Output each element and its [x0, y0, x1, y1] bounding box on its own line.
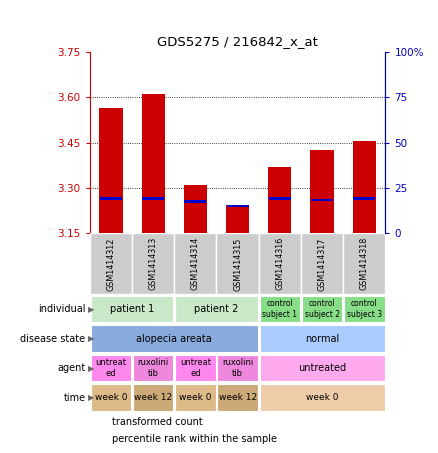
Text: ▶: ▶ — [88, 364, 94, 372]
Text: ▶: ▶ — [88, 393, 94, 402]
Bar — [268, 167, 291, 233]
Text: GSM1414313: GSM1414313 — [148, 237, 158, 290]
Text: GSM1414318: GSM1414318 — [360, 237, 369, 290]
Bar — [175, 384, 215, 411]
Text: patient 1: patient 1 — [110, 304, 154, 314]
Bar — [311, 199, 333, 201]
Bar — [142, 198, 164, 200]
Bar — [184, 200, 206, 203]
Text: ruxolini
tib: ruxolini tib — [222, 358, 253, 378]
Text: GSM1414317: GSM1414317 — [318, 237, 327, 290]
Text: GSM1414312: GSM1414312 — [106, 237, 115, 290]
Text: normal: normal — [305, 333, 339, 344]
Bar — [260, 355, 385, 381]
Text: ▶: ▶ — [88, 305, 94, 313]
Text: untreat
ed: untreat ed — [95, 358, 127, 378]
Text: patient 2: patient 2 — [194, 304, 239, 314]
Bar — [226, 205, 249, 207]
Bar — [91, 296, 173, 323]
Text: alopecia areata: alopecia areata — [136, 333, 212, 344]
Bar — [344, 296, 385, 323]
Bar — [133, 384, 173, 411]
Text: individual: individual — [38, 304, 85, 314]
Text: control
subject 3: control subject 3 — [347, 299, 382, 319]
Bar — [259, 233, 301, 294]
Bar — [269, 198, 291, 200]
Bar — [141, 94, 165, 233]
Text: week 0: week 0 — [306, 393, 338, 402]
Bar — [353, 198, 375, 200]
Text: untreat
ed: untreat ed — [180, 358, 211, 378]
Text: ruxolini
tib: ruxolini tib — [138, 358, 169, 378]
Bar — [184, 185, 207, 233]
Bar — [260, 325, 385, 352]
Text: week 0: week 0 — [95, 393, 127, 402]
Text: disease state: disease state — [20, 333, 85, 344]
Text: week 12: week 12 — [219, 393, 257, 402]
Bar — [217, 355, 258, 381]
Bar — [99, 108, 123, 233]
Bar — [302, 296, 343, 323]
Bar — [311, 150, 334, 233]
Text: control
subject 2: control subject 2 — [304, 299, 339, 319]
Text: GSM1414316: GSM1414316 — [276, 237, 284, 290]
Text: agent: agent — [57, 363, 85, 373]
Text: untreated: untreated — [298, 363, 346, 373]
Bar — [91, 325, 258, 352]
Text: GSM1414314: GSM1414314 — [191, 237, 200, 290]
Bar — [353, 141, 376, 233]
Text: GSM1414315: GSM1414315 — [233, 237, 242, 290]
Bar — [217, 384, 258, 411]
Bar — [226, 205, 249, 233]
Bar — [260, 384, 385, 411]
Text: percentile rank within the sample: percentile rank within the sample — [112, 434, 277, 444]
Bar — [100, 198, 122, 200]
Title: GDS5275 / 216842_x_at: GDS5275 / 216842_x_at — [157, 35, 318, 48]
Text: time: time — [63, 392, 85, 403]
Text: week 12: week 12 — [134, 393, 172, 402]
Bar — [90, 233, 132, 294]
Bar — [175, 296, 258, 323]
Bar — [260, 296, 300, 323]
Bar — [91, 384, 131, 411]
Bar — [91, 355, 131, 381]
Bar — [216, 233, 259, 294]
Bar — [175, 355, 215, 381]
Text: control
subject 1: control subject 1 — [262, 299, 297, 319]
Bar — [132, 233, 174, 294]
Bar — [301, 233, 343, 294]
Bar — [133, 355, 173, 381]
Text: ▶: ▶ — [88, 334, 94, 343]
Bar — [343, 233, 385, 294]
Text: transformed count: transformed count — [112, 417, 202, 427]
Bar — [174, 233, 216, 294]
Text: week 0: week 0 — [179, 393, 212, 402]
